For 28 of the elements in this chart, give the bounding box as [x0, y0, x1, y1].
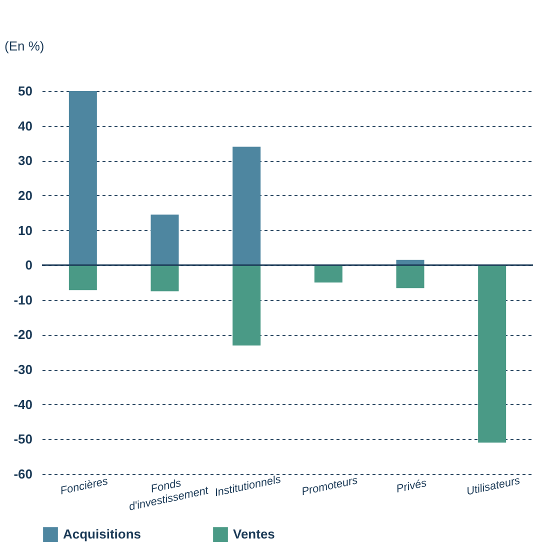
y-axis-title: (En %) [4, 38, 44, 54]
bar [478, 265, 506, 443]
x-tick-label: Privés [395, 477, 428, 496]
y-tick-label: 10 [18, 222, 32, 238]
y-tick-label: -20 [14, 327, 32, 342]
y-tick-label: -60 [14, 466, 32, 482]
y-tick-label: -50 [14, 432, 32, 447]
bar [68, 91, 97, 266]
y-tick-label: 0 [25, 258, 32, 273]
y-tick-label: -30 [14, 362, 32, 378]
bar [314, 265, 342, 282]
x-tick-label: Promoteurs [300, 474, 360, 498]
bar [396, 265, 424, 288]
x-tick-label: Foncières [59, 475, 110, 498]
bar [232, 146, 261, 266]
bar [68, 265, 97, 290]
y-tick-label: 40 [18, 118, 32, 134]
y-tick-label: -10 [14, 292, 32, 308]
bar [232, 265, 261, 346]
y-tick-label: -40 [14, 396, 32, 412]
legend-label: Acquisitions [63, 526, 142, 542]
y-tick-label: 50 [18, 84, 32, 98]
y-tick-label: 30 [18, 153, 32, 168]
bar [150, 214, 179, 266]
y-tick-label: 20 [18, 188, 32, 203]
bar [150, 265, 179, 292]
x-tick-label: Utilisateurs [465, 474, 522, 498]
legend-label: Ventes [233, 526, 275, 542]
